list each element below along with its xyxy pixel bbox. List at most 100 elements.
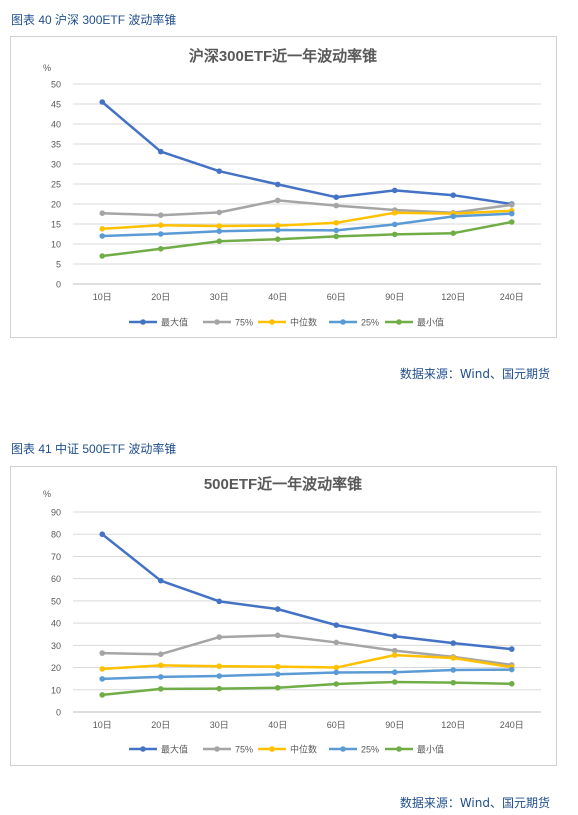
data-point [508,219,515,225]
legend-swatch-marker [269,319,275,325]
data-point [450,230,457,236]
legend-swatch-marker [140,746,146,752]
chart-title: 500ETF近一年波动率锥 [204,475,362,493]
data-point [274,222,281,229]
data-point [391,210,398,216]
data-point [157,231,164,237]
data-point [157,212,164,218]
x-tick-label: 240日 [500,720,524,730]
legend-swatch-marker [269,746,275,752]
x-tick-label: 30日 [210,292,229,302]
data-point [450,192,457,198]
y-tick-label: 45 [51,100,61,110]
data-point [333,681,340,687]
data-point [450,213,457,220]
data-point [274,632,281,639]
data-point [216,598,223,605]
data-point [274,684,281,691]
data-point [216,238,223,244]
series-line [102,212,512,238]
data-point [274,236,281,242]
data-point [216,228,223,234]
series-line [102,634,512,667]
legend-label: 25% [361,745,379,755]
chart-title: 沪深300ETF近一年波动率锥 [189,47,377,65]
data-point [216,663,223,670]
y-tick-label: 40 [51,619,61,629]
legend-label: 75% [235,318,253,328]
figure-caption: 图表 40 沪深 300ETF 波动率锥 [11,13,177,27]
legend-label: 最大值 [161,744,188,755]
legend-swatch-marker [340,746,346,752]
legend-swatch-marker [340,319,346,325]
x-tick-label: 60日 [327,292,346,302]
x-tick-label: 240日 [500,292,524,302]
data-point [274,663,281,670]
data-point [391,647,398,654]
data-point [157,662,164,669]
x-tick-label: 60日 [327,720,346,730]
data-source-note: 数据来源：Wind、国元期货 [399,796,550,810]
data-point [391,669,398,676]
data-point [391,221,398,228]
volatility-cone-chart: 500ETF近一年波动率锥% 0 10 20 30 40 50 60 70 80 90 10日 20日 3… [43,475,541,755]
y-tick-label: 70 [51,552,61,562]
series-line [102,653,512,671]
legend-label: 25% [361,318,379,328]
y-tick-label: 15 [51,220,61,230]
chart-panel: 沪深300ETF近一年波动率锥% 0 5 10 15 20 25 30 35 40 45 50 10日 2… [10,36,557,338]
series-line [101,533,512,651]
data-point [157,148,164,155]
data-point [333,664,340,671]
data-point [99,650,106,656]
data-point [157,651,164,658]
data-point [99,253,106,259]
legend-label: 中位数 [290,317,317,328]
series-line [102,668,512,681]
y-tick-label: 50 [51,80,61,90]
data-point [333,202,340,209]
x-tick-label: 20日 [151,720,170,730]
data-point [274,671,281,678]
legend-label: 最小值 [417,744,444,755]
data-point [99,531,106,538]
data-point [508,210,515,217]
data-point [508,666,515,673]
x-tick-label: 10日 [93,292,112,302]
data-point [157,222,164,228]
data-point [99,666,106,672]
y-tick-label: 30 [51,641,61,651]
data-point [391,187,398,194]
y-tick-label: 20 [51,200,61,210]
volatility-cone-chart: 沪深300ETF近一年波动率锥% 0 5 10 15 20 25 30 35 40 45 50 10日 2… [43,47,541,328]
data-point [450,667,457,673]
y-tick-label: 0 [56,280,61,290]
data-point [216,685,223,692]
y-axis-unit-label: % [43,489,51,499]
data-point [274,227,281,233]
data-point [216,168,223,174]
data-point [216,223,223,229]
data-point [391,679,398,685]
data-point [333,622,340,628]
data-point [216,673,223,679]
series-line [101,101,512,206]
y-axis-unit-label: % [43,63,51,73]
data-point [274,606,281,612]
data-point [216,634,223,640]
data-point [99,233,106,239]
legend-label: 最小值 [417,317,444,328]
y-tick-label: 35 [51,140,61,150]
data-point [508,680,515,687]
legend-swatch-marker [396,319,402,325]
data-point [99,692,106,698]
data-point [391,652,398,658]
data-point [157,246,164,252]
legend-swatch-marker [140,319,146,325]
y-tick-label: 80 [51,530,61,540]
x-tick-label: 20日 [151,292,170,302]
data-point [450,679,457,686]
x-tick-label: 120日 [441,292,465,302]
legend-swatch-marker [396,746,402,752]
x-tick-label: 40日 [268,720,287,730]
